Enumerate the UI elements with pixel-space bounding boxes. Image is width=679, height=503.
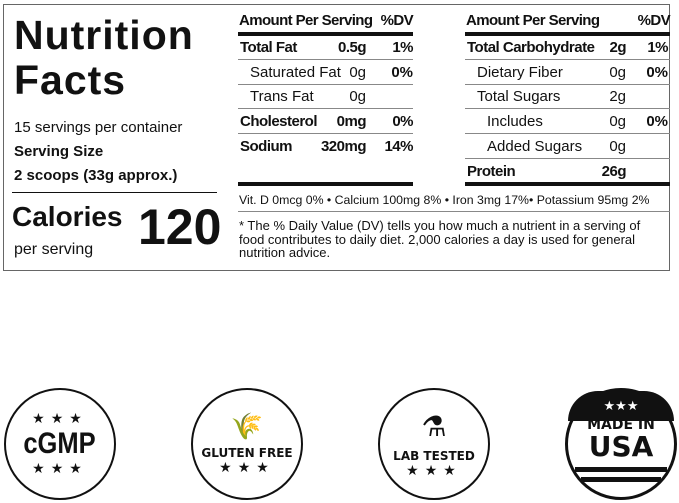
nutrient-name: Includes: [487, 113, 543, 131]
nutrient-dv: 1%: [392, 39, 413, 56]
thick-divider: [238, 32, 413, 36]
nutrient-amount: 0.5g: [337, 39, 367, 56]
nutrient-dv: 0%: [391, 63, 413, 81]
calories-per-serving: per serving: [14, 241, 94, 258]
stripe: [575, 466, 667, 472]
nutrient-name: Total Fat: [240, 39, 297, 56]
table-row: Added Sugars 0g: [465, 135, 670, 159]
nutrient-amount: 0g: [609, 63, 626, 81]
nutrient-dv: 0%: [646, 63, 668, 81]
nutrient-amount: 0mg: [336, 113, 367, 131]
nutrient-amount: 0g: [609, 113, 626, 131]
table-row: Total Fat 0.5g 1%: [238, 36, 413, 60]
table-row: Total Sugars 2g: [465, 85, 670, 110]
nutrient-amount: 2g: [609, 88, 626, 106]
stars-icon: ★★★: [568, 391, 674, 421]
table-row: Saturated Fat 0g 0%: [238, 61, 413, 85]
vitamins-line: Vit. D 0mcg 0% • Calcium 100mg 8% • Iron…: [239, 193, 650, 207]
table-header: Amount Per Serving %DV: [465, 8, 671, 32]
servings-per-container: 15 servings per container: [14, 119, 183, 136]
wheat-icon: 🌾: [230, 412, 264, 442]
nutrient-amount: 0g: [349, 63, 366, 81]
table-header: Amount Per Serving %DV: [238, 8, 414, 32]
table-row: Cholesterol 0mg 0%: [238, 110, 413, 135]
table-row: Dietary Fiber 0g 0%: [465, 61, 670, 85]
stripe: [581, 476, 661, 482]
badge-lab-text: LAB TESTED: [393, 448, 475, 463]
nutrient-dv: 0%: [646, 113, 668, 131]
table-row: Sodium 320mg 14%: [238, 135, 413, 159]
badge-cgmp-text: cGMP: [23, 427, 97, 460]
badge-usa-text2: USA: [588, 429, 654, 463]
nutrient-dv: 1%: [647, 39, 668, 56]
thick-divider: [465, 182, 670, 186]
nutrient-amount: 2g: [609, 39, 626, 56]
thick-divider: [238, 182, 413, 186]
nutrient-name: Protein: [467, 163, 516, 180]
nutrient-name: Sodium: [240, 138, 293, 156]
stars-icon: ★★★: [406, 462, 462, 479]
nutrient-amount: 0g: [349, 88, 366, 106]
header-dv: %DV: [380, 11, 414, 29]
footnote: * The % Daily Value (DV) tells you how m…: [239, 218, 641, 260]
nutrient-amount: 320mg: [320, 138, 367, 156]
stars-icon: ★★★: [32, 411, 88, 427]
stars-icon: ★★★: [32, 461, 88, 477]
badge-gluten-free: 🌾 GLUTEN FREE ★★★: [191, 388, 303, 500]
flask-icon: ⚗: [421, 409, 447, 443]
nutrient-name: Total Sugars: [477, 88, 561, 106]
thick-divider: [465, 32, 670, 36]
nutrient-amount: 26g: [601, 163, 627, 180]
nutrient-name: Dietary Fiber: [477, 63, 563, 81]
table-row: Includes 0g 0%: [465, 110, 670, 135]
calories-value: 120: [138, 199, 222, 255]
nutrition-label: [3, 4, 670, 271]
serving-size-value: 2 scoops (33g approx.): [14, 167, 178, 184]
calories-label: Calories: [12, 201, 123, 232]
nutrient-dv: 14%: [384, 138, 413, 156]
title-nutrition: Nutrition: [14, 12, 194, 58]
nutrient-name: Added Sugars: [487, 137, 583, 155]
table-row: Total Carbohydrate 2g 1%: [465, 36, 670, 60]
badge-made-in-usa: ★★★ MADE IN USA: [565, 388, 677, 500]
nutrient-name: Trans Fat: [250, 88, 314, 106]
stars-icon: ★★★: [219, 460, 275, 476]
header-dv: %DV: [637, 11, 671, 29]
badge-gluten-text: GLUTEN FREE: [201, 446, 293, 460]
badge-lab-tested: ⚗ LAB TESTED ★★★: [378, 388, 490, 500]
nutrient-amount: 0g: [609, 137, 626, 155]
serving-size-label: Serving Size: [14, 143, 104, 160]
divider: [238, 211, 670, 212]
header-amount: Amount Per Serving: [239, 11, 373, 29]
header-amount: Amount Per Serving: [466, 11, 600, 29]
title-facts: Facts: [14, 57, 127, 103]
nutrient-name: Saturated Fat: [250, 63, 341, 81]
table-row: Protein 26g: [465, 160, 670, 184]
nutrient-name: Total Carbohydrate: [467, 39, 595, 56]
badge-cgmp: ★★★ cGMP ★★★: [4, 388, 116, 500]
nutrient-name: Cholesterol: [240, 113, 318, 131]
nutrient-dv: 0%: [392, 113, 413, 131]
divider: [12, 192, 217, 193]
table-row: Trans Fat 0g: [238, 85, 413, 110]
